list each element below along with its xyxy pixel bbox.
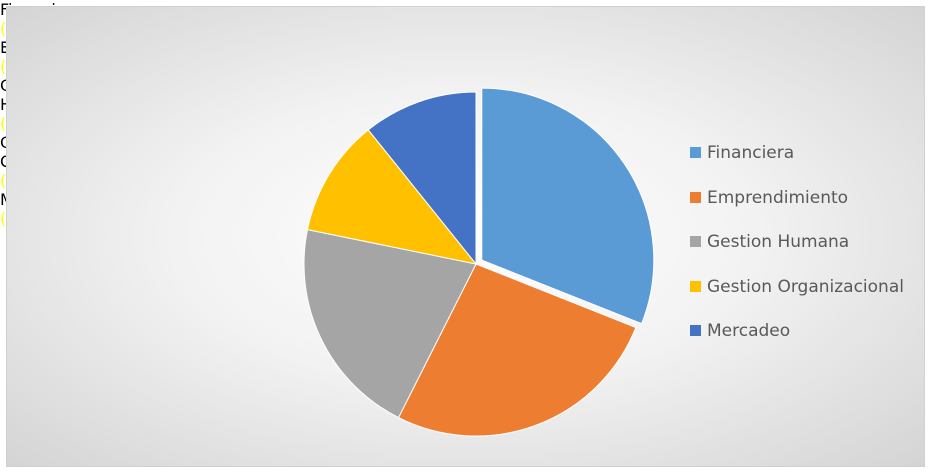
pie-slice (397, 263, 637, 437)
pie-slice (481, 87, 655, 325)
legend-swatch (690, 280, 701, 292)
legend-swatch (690, 236, 701, 247)
legend-swatch (690, 325, 701, 336)
pie-slice (303, 229, 477, 419)
legend-swatch (690, 191, 701, 203)
legend-swatch (690, 147, 701, 158)
legend-label: Mercadeo (707, 321, 791, 341)
legend-item: Gestion Organizacional (690, 277, 904, 297)
legend-label: Gestion Organizacional (707, 276, 904, 297)
legend-item: Financiera (690, 143, 794, 163)
legend-label: Financiera (707, 143, 795, 163)
pie-slice (306, 129, 478, 265)
legend-item: Gestion Humana (690, 232, 849, 252)
legend-item: Emprendimiento (690, 188, 848, 208)
legend-label: Gestion Humana (707, 232, 850, 252)
legend-item: Mercadeo (690, 321, 790, 341)
pie-slice (367, 91, 477, 266)
legend-label: Emprendimiento (707, 187, 849, 208)
